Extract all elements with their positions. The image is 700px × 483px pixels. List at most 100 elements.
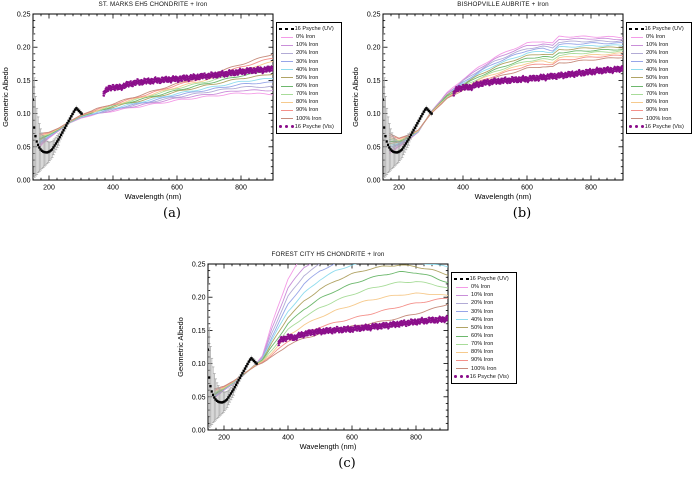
legend-item: 40% Iron bbox=[629, 66, 690, 74]
legend-line-swatch bbox=[281, 61, 293, 63]
legend-item: 60% Iron bbox=[279, 82, 340, 90]
legend-item: 30% Iron bbox=[629, 58, 690, 66]
legend-label: 10% Iron bbox=[471, 292, 494, 299]
legend-line-swatch bbox=[456, 368, 468, 370]
legend-item: 70% Iron bbox=[454, 340, 515, 348]
legend-line-swatch bbox=[456, 327, 468, 329]
psyche-vis-band bbox=[277, 314, 448, 347]
series-line-30iron bbox=[389, 42, 623, 148]
legend-line-swatch bbox=[281, 69, 293, 71]
svg-text:400: 400 bbox=[457, 185, 469, 192]
legend-label: 40% Iron bbox=[296, 66, 319, 73]
svg-text:0.15: 0.15 bbox=[17, 78, 31, 85]
legend-line-swatch bbox=[281, 93, 293, 95]
legend-line-swatch bbox=[281, 101, 293, 103]
panel-caption-c: (c) bbox=[338, 456, 356, 471]
legend-item: 40% Iron bbox=[454, 316, 515, 324]
legend-label: 20% Iron bbox=[471, 300, 494, 307]
legend-item: 50% Iron bbox=[279, 74, 340, 82]
legend-line-swatch bbox=[631, 118, 643, 120]
series-line-50iron bbox=[389, 46, 623, 144]
series-line-0iron bbox=[214, 264, 298, 399]
legend-line-swatch bbox=[631, 44, 643, 46]
legend-line-swatch bbox=[631, 69, 643, 71]
series-line-100iron bbox=[214, 303, 448, 390]
square-marker-icon bbox=[290, 27, 294, 31]
legend-label: 16 Psyche (Vis) bbox=[294, 123, 334, 130]
legend-item: 16 Psyche (UV) bbox=[454, 275, 515, 283]
legend-item: 90% Iron bbox=[629, 106, 690, 114]
legend-label: 100% Iron bbox=[296, 115, 322, 122]
plot-area-c: 200 400 600 800 0.00 0.05 0.10 0.15 0.20 0.25 Wave… bbox=[176, 262, 449, 451]
svg-text:200: 200 bbox=[43, 185, 55, 192]
legend-item: 0% Iron bbox=[454, 283, 515, 291]
svg-text:800: 800 bbox=[410, 435, 422, 442]
svg-text:0.00: 0.00 bbox=[17, 178, 31, 185]
legend-label: 16 Psyche (Vis) bbox=[644, 123, 684, 130]
square-marker-icon bbox=[454, 277, 457, 281]
legend-label: 0% Iron bbox=[646, 34, 666, 41]
legend-item: 90% Iron bbox=[279, 106, 340, 114]
legend-item: 20% Iron bbox=[454, 299, 515, 307]
legend-label: 16 Psyche (UV) bbox=[644, 26, 684, 33]
svg-text:200: 200 bbox=[218, 435, 230, 442]
svg-text:0.15: 0.15 bbox=[192, 328, 206, 335]
legend-item: 70% Iron bbox=[279, 90, 340, 98]
series-line-80iron bbox=[214, 292, 448, 392]
series-line-100iron bbox=[39, 53, 273, 134]
square-marker-icon bbox=[629, 27, 632, 31]
chart-title-c: FOREST CITY H5 CHONDRITE + Iron bbox=[271, 251, 385, 258]
legend-label: 16 Psyche (UV) bbox=[469, 276, 509, 283]
legend-label: 100% Iron bbox=[471, 365, 497, 372]
svg-text:600: 600 bbox=[346, 435, 358, 442]
dot-marker-icon bbox=[459, 375, 463, 379]
svg-text:600: 600 bbox=[521, 185, 533, 192]
svg-text:Wavelength (nm): Wavelength (nm) bbox=[475, 192, 532, 201]
panel-a: ST. MARKS EH5 CHONDRITE + Iron 200 400 600… bbox=[0, 0, 350, 235]
legend-label: 0% Iron bbox=[296, 34, 316, 41]
legend-line-swatch bbox=[456, 294, 468, 296]
panel-b: BISHOPVILLE AUBRITE + Iron 200 400 600 800 0… bbox=[350, 0, 700, 235]
legend-label: 90% Iron bbox=[296, 107, 319, 114]
svg-text:Geometric Albedo: Geometric Albedo bbox=[176, 317, 185, 377]
square-marker-icon bbox=[279, 27, 282, 31]
legend-label: 10% Iron bbox=[646, 42, 669, 49]
legend-item: 10% Iron bbox=[279, 41, 340, 49]
legend-label: 20% Iron bbox=[646, 50, 669, 57]
legend-label: 16 Psyche (Vis) bbox=[469, 373, 509, 380]
legend-line-swatch bbox=[631, 101, 643, 103]
square-marker-icon bbox=[634, 27, 638, 31]
svg-text:Geometric Albedo: Geometric Albedo bbox=[351, 67, 360, 127]
legend-item: 90% Iron bbox=[454, 356, 515, 364]
svg-text:0.10: 0.10 bbox=[17, 111, 31, 118]
square-marker-icon bbox=[284, 27, 288, 31]
legend-item: 16 Psyche (Vis) bbox=[454, 373, 515, 381]
legend-line-swatch bbox=[631, 85, 643, 87]
dot-marker-icon bbox=[629, 125, 632, 129]
legend-item: 16 Psyche (Vis) bbox=[629, 123, 690, 131]
legend-line-swatch bbox=[281, 118, 293, 120]
legend-item: 16 Psyche (Vis) bbox=[279, 123, 340, 131]
series-line-100iron bbox=[389, 57, 623, 139]
legend-label: 40% Iron bbox=[646, 66, 669, 73]
legend-label: 30% Iron bbox=[296, 58, 319, 65]
legend-item: 100% Iron bbox=[279, 115, 340, 123]
svg-text:0.25: 0.25 bbox=[367, 12, 381, 19]
svg-text:200: 200 bbox=[393, 185, 405, 192]
svg-text:0.10: 0.10 bbox=[192, 361, 206, 368]
legend-label: 30% Iron bbox=[471, 308, 494, 315]
panel-caption-a: (a) bbox=[163, 206, 181, 221]
legend-item: 100% Iron bbox=[454, 365, 515, 373]
psyche-uv-points bbox=[208, 282, 258, 428]
legend-item: 30% Iron bbox=[279, 58, 340, 66]
legend-item: 0% Iron bbox=[279, 33, 340, 41]
legend-line-swatch bbox=[281, 44, 293, 46]
legend-item: 70% Iron bbox=[629, 90, 690, 98]
legend-label: 60% Iron bbox=[296, 83, 319, 90]
legend-label: 50% Iron bbox=[646, 74, 669, 81]
legend-label: 30% Iron bbox=[646, 58, 669, 65]
legend-label: 60% Iron bbox=[471, 333, 494, 340]
square-marker-icon bbox=[640, 27, 644, 31]
dot-marker-icon bbox=[465, 375, 469, 379]
